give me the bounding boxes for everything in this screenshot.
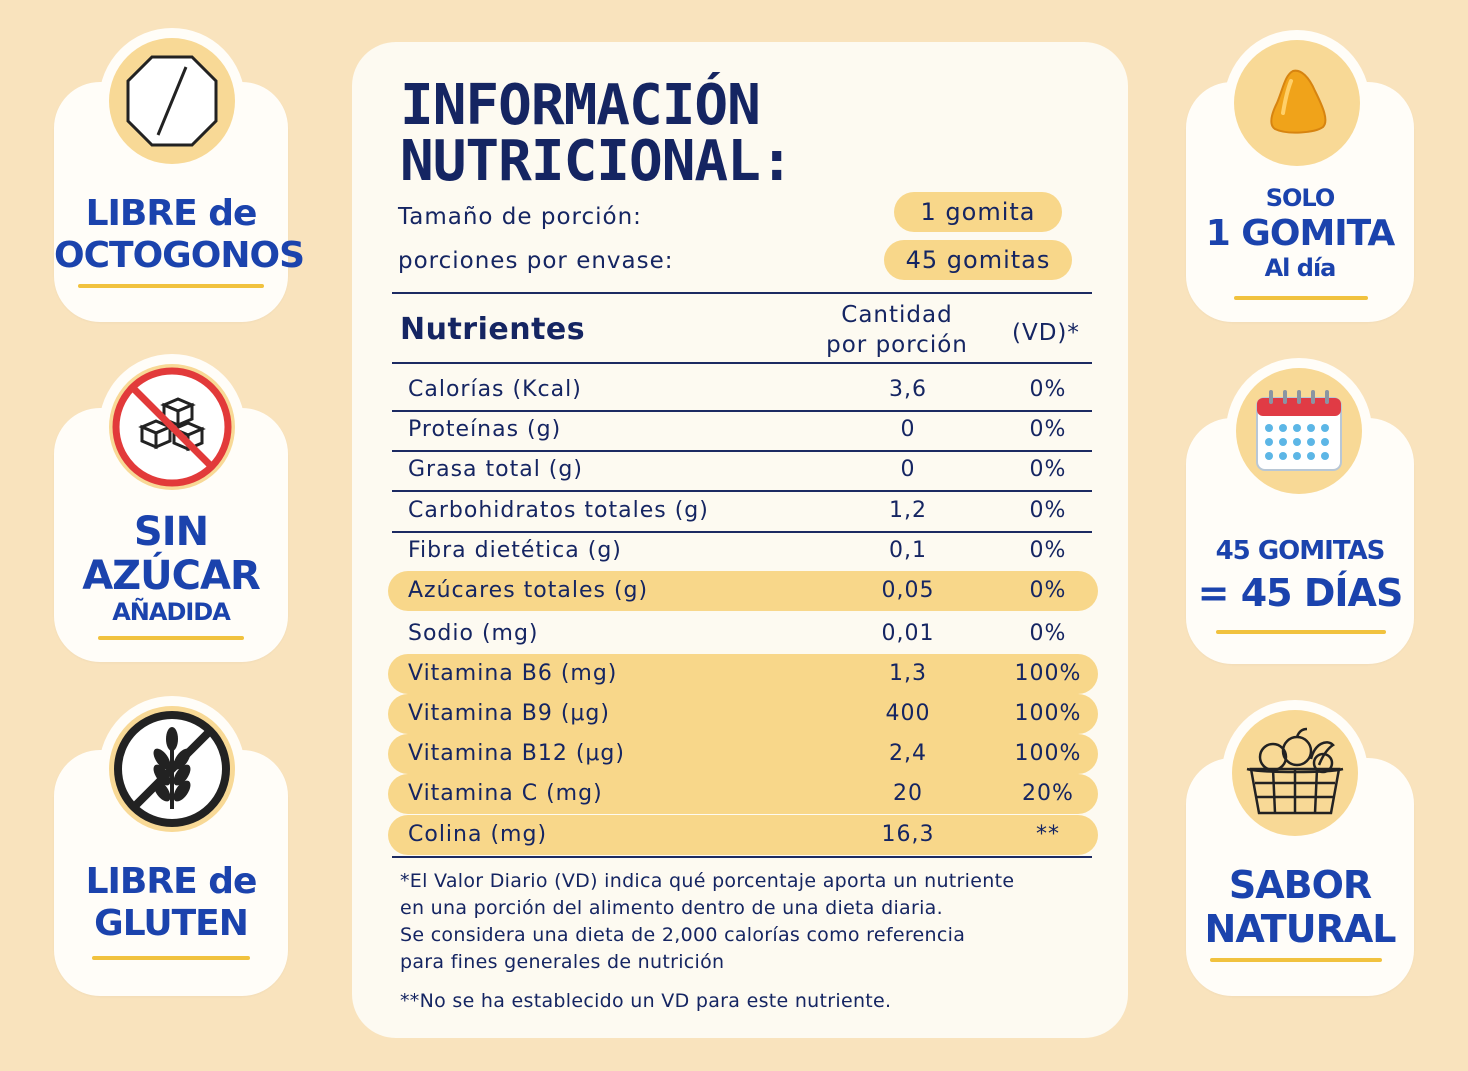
nutrient-amount: 20 <box>893 781 923 806</box>
nutrient-amount: 1,3 <box>889 661 927 686</box>
nutrient-daily-value: 0% <box>1029 621 1067 646</box>
column-header-nutrients: Nutrientes <box>400 312 586 347</box>
nutrition-facts-panel: INFORMACIÓN NUTRICIONAL: Tamaño de porci… <box>352 42 1128 1038</box>
column-header-amount: Cantidad por porción <box>826 302 968 358</box>
calendar-icon <box>1253 388 1345 474</box>
nutrient-daily-value: 100% <box>1014 701 1082 726</box>
badge-text: SABOR NATURAL <box>1204 863 1397 951</box>
row-divider <box>392 531 1092 533</box>
nutrient-daily-value: 0% <box>1029 498 1067 523</box>
nutrient-row: Sodio (mg) 0,01 0% <box>388 614 1098 654</box>
nutrient-daily-value: 100% <box>1014 741 1082 766</box>
servings-per-container-value: 45 gomitas <box>884 240 1072 280</box>
row-divider <box>392 856 1092 858</box>
nutrient-name: Vitamina B12 (μg) <box>408 741 625 766</box>
octagon-icon <box>122 51 222 151</box>
column-header-dv: (VD)* <box>1012 320 1080 346</box>
nutrient-amount: 16,3 <box>881 822 935 847</box>
nutrient-amount: 3,6 <box>889 377 927 402</box>
nutrient-row: Proteínas (g) 0 0% <box>388 410 1098 450</box>
nutrient-row: Vitamina B9 (μg) 400 100% <box>388 694 1098 734</box>
row-divider <box>392 410 1092 412</box>
nutrient-amount: 0,01 <box>881 621 935 646</box>
badge-text: SOLO 1 GOMITA Al día <box>1205 184 1396 282</box>
nutrient-row: Vitamina B12 (μg) 2,4 100% <box>388 734 1098 774</box>
nutrient-row: Vitamina C (mg) 20 20% <box>388 774 1098 814</box>
badge-underline <box>98 636 244 640</box>
nutrient-row: Fibra dietética (g) 0,1 0% <box>388 531 1098 571</box>
footnote: *El Valor Diario (VD) indica qué porcent… <box>400 870 1015 973</box>
badge-icon-circle <box>1224 30 1370 176</box>
row-divider <box>392 450 1092 452</box>
nutrient-daily-value: ** <box>1036 822 1060 847</box>
nutrient-amount: 0 <box>900 457 916 482</box>
nutrient-name: Sodio (mg) <box>408 621 539 646</box>
nutrient-row: Colina (mg) 16,3 ** <box>388 815 1098 855</box>
badge-text: LIBRE de OCTOGONOS <box>54 193 305 276</box>
nutrient-daily-value: 100% <box>1014 661 1082 686</box>
badge-text: SIN AZÚCAR AÑADIDA <box>82 509 261 626</box>
badge-icon-circle <box>99 354 245 500</box>
nutrient-amount: 2,4 <box>889 741 927 766</box>
badge-icon-circle <box>1222 700 1368 846</box>
nutrient-daily-value: 20% <box>1022 781 1074 806</box>
serving-size-label: Tamaño de porción: <box>398 204 642 230</box>
nutrient-amount: 0,05 <box>881 578 935 603</box>
nutrient-name: Vitamina B6 (mg) <box>408 661 618 686</box>
serving-size-value: 1 gomita <box>894 192 1062 232</box>
nutrient-daily-value: 0% <box>1029 538 1067 563</box>
nutrient-name: Carbohidratos totales (g) <box>408 498 709 523</box>
badge-underline <box>1210 958 1382 962</box>
badge-text: 45 GOMITAS = 45 DÍAS <box>1197 536 1404 615</box>
nutrient-name: Vitamina C (mg) <box>408 781 603 806</box>
nutrient-row: Vitamina B6 (mg) 1,3 100% <box>388 654 1098 694</box>
badge-icon-circle <box>99 28 245 174</box>
gummy-icon <box>1257 63 1337 143</box>
footnote-dv: **No se ha establecido un VD para este n… <box>400 990 892 1012</box>
fruit-basket-icon <box>1243 725 1347 821</box>
badge-text: LIBRE de GLUTEN <box>85 861 258 944</box>
nutrient-name: Calorías (Kcal) <box>408 377 582 402</box>
no-gluten-wheat-icon <box>112 709 232 829</box>
nutrient-name: Colina (mg) <box>408 822 548 847</box>
nutrient-amount: 0 <box>900 417 916 442</box>
nutrient-row: Grasa total (g) 0 0% <box>388 450 1098 490</box>
nutrient-name: Azúcares totales (g) <box>408 578 649 603</box>
nutrient-daily-value: 0% <box>1029 578 1067 603</box>
nutrient-row: Carbohidratos totales (g) 1,2 0% <box>388 491 1098 531</box>
panel-title: INFORMACIÓN NUTRICIONAL: <box>400 73 794 194</box>
nutrient-name: Vitamina B9 (μg) <box>408 701 610 726</box>
badge-underline <box>1234 296 1368 300</box>
nutrient-amount: 0,1 <box>889 538 927 563</box>
nutrient-amount: 400 <box>885 701 931 726</box>
nutrient-daily-value: 0% <box>1029 457 1067 482</box>
nutrient-name: Grasa total (g) <box>408 457 583 482</box>
no-sugar-cubes-icon <box>112 367 232 487</box>
badge-underline <box>1216 630 1386 634</box>
badge-underline <box>92 956 250 960</box>
row-divider <box>392 490 1092 492</box>
nutrient-daily-value: 0% <box>1029 417 1067 442</box>
nutrient-row: Azúcares totales (g) 0,05 0% <box>388 571 1098 611</box>
badge-underline <box>78 284 264 288</box>
nutrient-name: Proteínas (g) <box>408 417 562 442</box>
nutrient-daily-value: 0% <box>1029 377 1067 402</box>
badge-icon-circle <box>1226 358 1372 504</box>
divider-line <box>392 292 1092 294</box>
nutrient-row: Calorías (Kcal) 3,6 0% <box>388 370 1098 410</box>
divider-line <box>392 362 1092 364</box>
nutrient-amount: 1,2 <box>889 498 927 523</box>
servings-per-container-label: porciones por envase: <box>398 248 674 274</box>
nutrient-name: Fibra dietética (g) <box>408 538 622 563</box>
badge-icon-circle <box>99 696 245 842</box>
